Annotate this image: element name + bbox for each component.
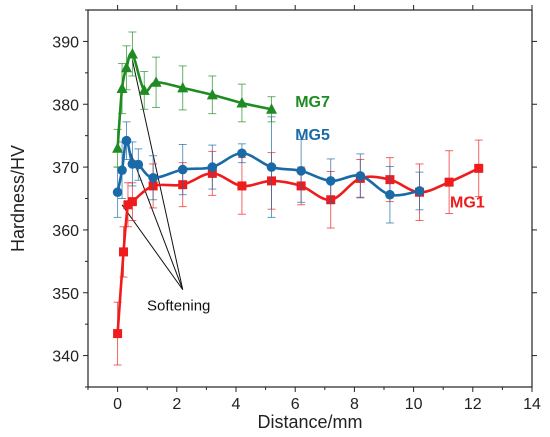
data-point-triangle [120, 61, 132, 73]
data-point-circle [117, 165, 127, 176]
data-point-triangle [177, 81, 189, 93]
data-point-triangle [206, 88, 218, 100]
series-line [116, 51, 272, 149]
series-plot: MG1 MG5 MG7 [112, 31, 485, 366]
x-tick-label: 6 [291, 396, 300, 413]
data-point-square [444, 177, 454, 187]
softening-pointer-line [131, 60, 184, 290]
series-label-mg1: MG1 [450, 194, 485, 211]
x-axis-title: Distance/mm [257, 412, 362, 432]
y-tick-label: 360 [52, 223, 79, 240]
x-tick-label: 14 [523, 396, 541, 413]
data-point-triangle [150, 76, 162, 87]
y-tick-label: 340 [52, 349, 79, 366]
series-mg5: MG5 [112, 116, 425, 224]
x-tick-label: 10 [405, 396, 423, 413]
data-point-circle [133, 159, 144, 170]
annotation: Softening [121, 60, 210, 314]
data-point-triangle [138, 84, 150, 95]
y-axis-title: Hardness/HV [8, 145, 28, 252]
ticks: 0 2 4 6 8 10 12 14 340 350 360 370 380 390 [52, 5, 541, 413]
x-tick-label: 0 [113, 396, 122, 413]
x-tick-label: 2 [172, 396, 181, 413]
data-point-circle [414, 186, 425, 196]
data-point-circle [385, 189, 395, 200]
data-point-square [127, 197, 137, 207]
data-point-circle [112, 187, 123, 198]
series-mg7: MG7 [112, 31, 330, 168]
softening-label: Softening [147, 297, 210, 314]
data-point-circle [355, 171, 366, 181]
x-tick-label: 4 [232, 396, 241, 413]
data-point-square [113, 329, 123, 339]
x-tick-label: 12 [464, 396, 482, 413]
data-point-square [237, 181, 247, 191]
data-point-circle [177, 164, 188, 175]
data-point-triangle [126, 47, 138, 59]
y-tick-label: 350 [52, 286, 79, 303]
series-label-mg5: MG5 [295, 127, 330, 144]
data-point-circle [148, 172, 158, 183]
series-label-mg7: MG7 [295, 94, 330, 111]
data-point-triangle [116, 82, 128, 94]
data-point-circle [266, 162, 277, 172]
data-point-triangle [112, 142, 124, 153]
y-tick-label: 370 [52, 160, 79, 177]
data-point-circle [121, 135, 132, 146]
data-point-circle [237, 148, 247, 159]
data-point-circle [207, 162, 218, 172]
x-tick-label: 8 [350, 396, 359, 413]
data-point-square [474, 163, 484, 173]
data-point-triangle [236, 96, 248, 108]
y-tick-label: 380 [52, 97, 79, 114]
y-tick-label: 390 [52, 34, 79, 51]
data-point-circle [296, 166, 306, 176]
data-point-triangle [266, 103, 278, 114]
data-point-circle [325, 176, 336, 186]
data-point-square [119, 247, 129, 257]
